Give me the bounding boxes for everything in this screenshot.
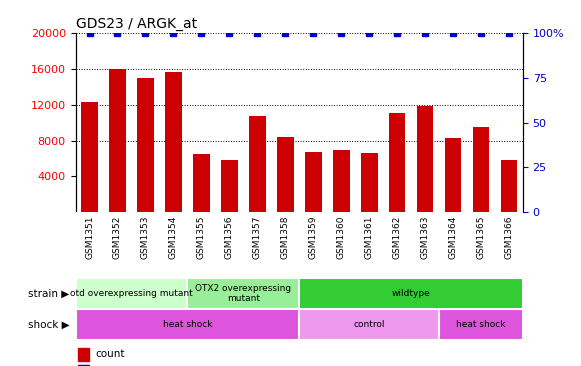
- Bar: [277, 137, 293, 212]
- Bar: [472, 127, 489, 212]
- Text: OTX2 overexpressing
mutant: OTX2 overexpressing mutant: [195, 284, 291, 303]
- Text: GSM1360: GSM1360: [336, 216, 346, 259]
- Text: control: control: [353, 320, 385, 329]
- Bar: [221, 160, 238, 212]
- Bar: [187, 278, 299, 309]
- Bar: [137, 78, 154, 212]
- Bar: [76, 309, 299, 340]
- Bar: [501, 160, 517, 212]
- Text: GSM1355: GSM1355: [197, 216, 206, 259]
- Text: GSM1357: GSM1357: [253, 216, 262, 259]
- Text: otd overexpressing mutant: otd overexpressing mutant: [70, 289, 193, 298]
- Bar: [439, 309, 523, 340]
- Text: GSM1363: GSM1363: [421, 216, 429, 259]
- Text: GSM1356: GSM1356: [225, 216, 234, 259]
- Text: GSM1366: GSM1366: [504, 216, 514, 259]
- Text: heat shock: heat shock: [163, 320, 212, 329]
- Bar: [333, 150, 350, 212]
- Text: GSM1364: GSM1364: [449, 216, 457, 259]
- Text: count: count: [96, 349, 125, 359]
- Text: GSM1354: GSM1354: [169, 216, 178, 259]
- Bar: [389, 113, 406, 212]
- Bar: [444, 138, 461, 212]
- Text: shock ▶: shock ▶: [28, 320, 70, 330]
- Bar: [81, 102, 98, 212]
- Bar: [78, 348, 89, 361]
- Text: GSM1352: GSM1352: [113, 216, 122, 259]
- Bar: [165, 72, 182, 212]
- Bar: [299, 278, 523, 309]
- Text: GSM1365: GSM1365: [476, 216, 486, 259]
- Text: GSM1358: GSM1358: [281, 216, 290, 259]
- Bar: [361, 153, 378, 212]
- Bar: [76, 278, 187, 309]
- Text: GSM1351: GSM1351: [85, 216, 94, 259]
- Bar: [417, 105, 433, 212]
- Text: wildtype: wildtype: [392, 289, 431, 298]
- Bar: [305, 152, 322, 212]
- Text: GSM1362: GSM1362: [393, 216, 401, 259]
- Bar: [249, 116, 266, 212]
- Text: GSM1353: GSM1353: [141, 216, 150, 259]
- Text: heat shock: heat shock: [456, 320, 505, 329]
- Bar: [193, 154, 210, 212]
- Text: GSM1361: GSM1361: [365, 216, 374, 259]
- Bar: [78, 365, 89, 366]
- Text: GDS23 / ARGK_at: GDS23 / ARGK_at: [76, 16, 196, 30]
- Text: strain ▶: strain ▶: [28, 289, 70, 299]
- Bar: [299, 309, 439, 340]
- Text: GSM1359: GSM1359: [309, 216, 318, 259]
- Bar: [109, 69, 126, 212]
